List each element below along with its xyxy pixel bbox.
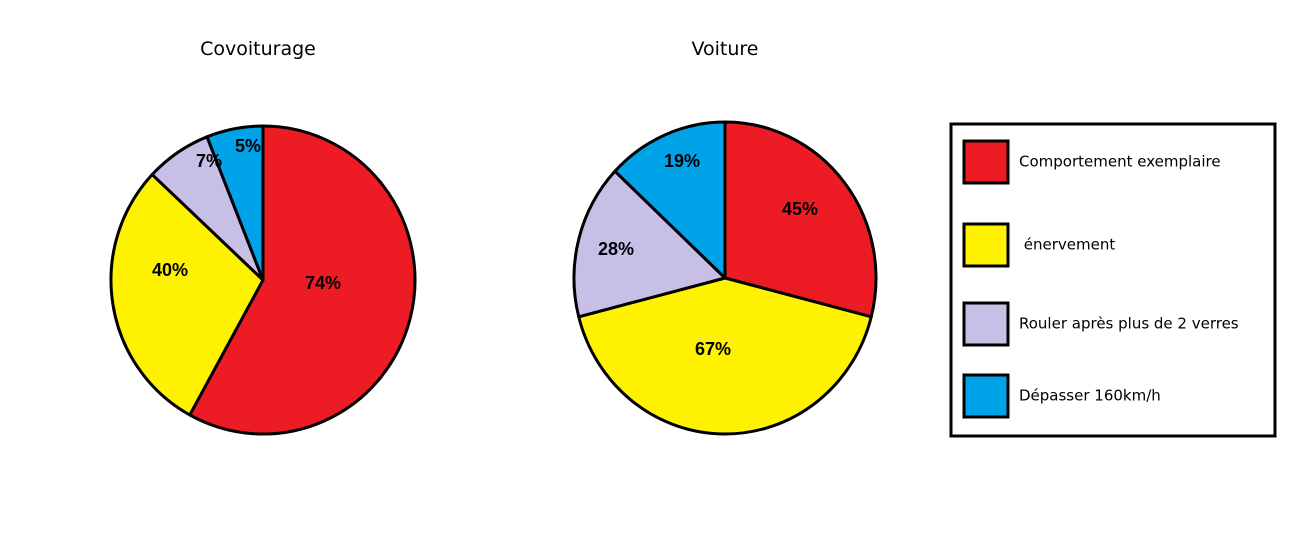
chart-title-voiture: Voiture — [691, 38, 758, 60]
legend-label-enervement: énervement — [1019, 236, 1115, 254]
legend-swatch-depasser-160km-h — [962, 373, 1010, 419]
slice-label-rouler-apres-plus-de-2-verres: 28% — [598, 239, 634, 259]
pie-chart-voiture: Voiture 45% 67% 28% 19% — [572, 38, 878, 436]
slice-label-comportement-exemplaire: 45% — [782, 199, 818, 219]
pie-slice-depasser-160km-h — [613, 120, 727, 280]
legend: Comportement exemplaire énervement Rouler… — [949, 122, 1277, 438]
slice-label-depasser-160km-h: 19% — [664, 151, 700, 171]
pie-slice-rouler-apres-plus-de-2-verres — [572, 169, 727, 319]
pie-slice-comportement-exemplaire — [188, 124, 417, 436]
legend-label-comportement-exemplaire: Comportement exemplaire — [1019, 153, 1221, 171]
pie-chart-covoiturage: Covoiturage 74% 40% 7% 5% — [109, 38, 417, 436]
slice-label-depasser-160km-h: 5% — [235, 136, 261, 156]
legend-label-depasser-160km-h: Dépasser 160km/h — [1019, 387, 1161, 405]
pie-slice-comportement-exemplaire — [723, 120, 878, 319]
legend-swatch-comportement-exemplaire — [962, 139, 1010, 185]
legend-swatch-enervement — [962, 222, 1010, 268]
slice-label-enervement: 67% — [695, 339, 731, 359]
slice-label-comportement-exemplaire: 74% — [305, 273, 341, 293]
pie-slice-depasser-160km-h — [205, 124, 265, 282]
pie-slice-enervement — [577, 276, 873, 436]
slice-label-rouler-apres-plus-de-2-verres: 7% — [196, 151, 222, 171]
slice-label-enervement: 40% — [152, 260, 188, 280]
legend-label-rouler-apres-plus-de-2-verres: Rouler après plus de 2 verres — [1019, 315, 1239, 333]
chart-title-covoiturage: Covoiturage — [200, 38, 316, 60]
pie-slice-enervement — [109, 173, 265, 417]
legend-swatch-rouler-apres-plus-de-2-verres — [962, 301, 1010, 347]
